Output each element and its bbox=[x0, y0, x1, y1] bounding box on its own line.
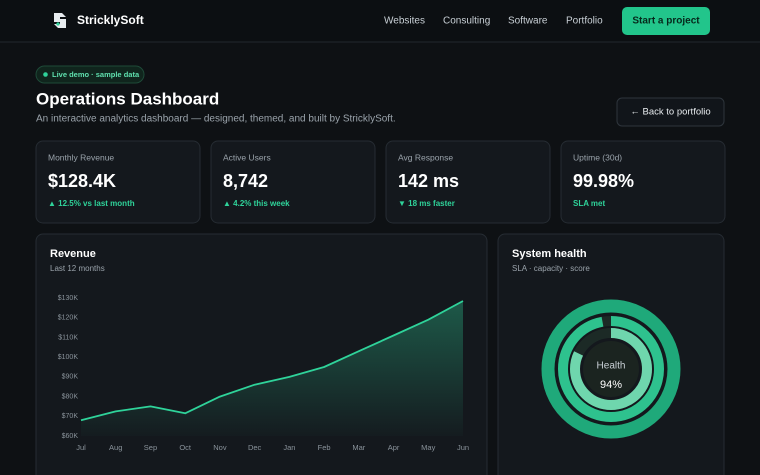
page-title: Operations Dashboard bbox=[36, 89, 219, 108]
cta-button[interactable] bbox=[622, 7, 710, 35]
y-tick-label: $60K bbox=[62, 433, 79, 440]
chart-subtitle: Last 12 months bbox=[50, 264, 105, 273]
kpi-label: Active Users bbox=[223, 152, 271, 162]
kpi-card bbox=[385, 140, 551, 224]
kpi-value: 8,742 bbox=[223, 171, 268, 191]
x-tick-label: Feb bbox=[318, 443, 331, 452]
kpi-value: 99.98% bbox=[573, 171, 634, 191]
nav-link[interactable]: Websites bbox=[384, 16, 425, 27]
center-value: 94% bbox=[600, 379, 622, 391]
back-label[interactable]: ← Back to portfolio bbox=[630, 107, 710, 118]
x-tick-label: Nov bbox=[213, 443, 227, 452]
kpi-card bbox=[560, 140, 726, 224]
brand[interactable]: StricklySoft bbox=[77, 13, 144, 27]
kpi-card bbox=[210, 140, 376, 224]
kpi-value: $128.4K bbox=[48, 171, 116, 191]
revenue-line bbox=[80, 300, 464, 422]
y-tick-label: $120K bbox=[58, 315, 79, 322]
kpi-delta: SLA met bbox=[573, 199, 605, 208]
x-tick-label: Dec bbox=[248, 443, 262, 452]
badge bbox=[35, 65, 145, 84]
logo-icon[interactable] bbox=[54, 13, 66, 28]
ring-center bbox=[583, 341, 639, 397]
kpi-label: Monthly Revenue bbox=[48, 152, 114, 162]
revenue-area bbox=[81, 301, 463, 436]
ring-arc bbox=[558, 316, 664, 422]
nav-link[interactable]: Software bbox=[508, 16, 548, 27]
chart-title: System health bbox=[512, 248, 587, 260]
ring-arc bbox=[541, 299, 681, 439]
kpi-delta: ▼ 18 ms faster bbox=[398, 199, 455, 208]
y-tick-label: $130K bbox=[58, 295, 79, 302]
y-tick-label: $110K bbox=[58, 334, 78, 341]
x-tick-label: Apr bbox=[388, 443, 400, 452]
x-tick-label: Sep bbox=[144, 443, 157, 452]
kpi-delta: ▲ 12.5% vs last month bbox=[48, 199, 135, 208]
y-tick-label: $100K bbox=[58, 354, 79, 361]
x-tick-label: Mar bbox=[352, 443, 365, 452]
kpi-card bbox=[35, 140, 201, 224]
center-label: Health bbox=[597, 361, 626, 372]
kpi-delta: ▲ 4.2% this week bbox=[223, 199, 290, 208]
nav-link[interactable]: Consulting bbox=[443, 16, 490, 27]
kpi-label: Avg Response bbox=[398, 152, 453, 162]
kpi-value: 142 ms bbox=[398, 171, 459, 191]
x-tick-label: Aug bbox=[109, 443, 122, 452]
x-tick-label: Jul bbox=[76, 443, 86, 452]
chart-subtitle: SLA · capacity · score bbox=[512, 264, 590, 273]
y-tick-label: $70K bbox=[62, 413, 79, 420]
chart-title: Revenue bbox=[50, 248, 96, 260]
badge-label: Live demo · sample data bbox=[52, 70, 140, 79]
logo-dot bbox=[56, 22, 60, 26]
badge-dot bbox=[43, 72, 48, 77]
y-tick-label: $80K bbox=[62, 393, 79, 400]
y-tick-label: $90K bbox=[62, 374, 79, 381]
ring-arc bbox=[570, 328, 652, 410]
x-tick-label: May bbox=[421, 443, 435, 452]
x-tick-label: Jun bbox=[457, 443, 469, 452]
nav-link[interactable]: Portfolio bbox=[566, 16, 603, 27]
x-tick-label: Oct bbox=[179, 443, 192, 452]
x-tick-label: Jan bbox=[283, 443, 295, 452]
page-subtitle: An interactive analytics dashboard — des… bbox=[36, 114, 396, 125]
back-button[interactable] bbox=[616, 97, 725, 127]
kpi-label: Uptime (30d) bbox=[573, 152, 622, 162]
cta-label[interactable]: Start a project bbox=[632, 16, 700, 27]
